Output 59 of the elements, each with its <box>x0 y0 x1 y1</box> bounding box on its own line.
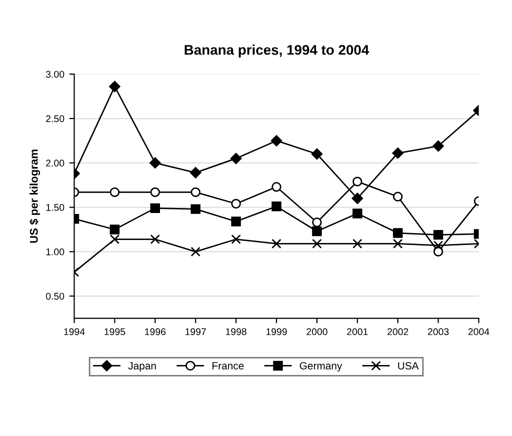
y-tick-label: 1.50 <box>46 204 64 211</box>
x-tick-label: 2002 <box>388 328 408 336</box>
point <box>433 230 444 240</box>
point <box>190 204 200 214</box>
x-tick-label: 2004 <box>468 328 490 336</box>
x-tick-label: 1999 <box>266 328 287 336</box>
point <box>272 202 282 212</box>
x-tick-label: 1998 <box>226 328 246 336</box>
x-tick-label: 2000 <box>306 328 328 336</box>
point <box>270 135 282 146</box>
point <box>352 238 362 249</box>
x-tick-label: 1994 <box>64 328 85 336</box>
x-tick-label: 1997 <box>186 328 206 336</box>
x-tick-label: 2001 <box>347 328 368 336</box>
point <box>110 187 120 198</box>
chart-title: Banana prices, 1994 to 2004 <box>184 44 370 58</box>
point <box>231 216 241 226</box>
point <box>190 167 202 178</box>
legend-label: Germany <box>300 362 342 372</box>
legend-label: France <box>212 362 244 370</box>
point <box>272 182 282 192</box>
point <box>432 140 444 152</box>
point <box>230 152 242 164</box>
legend-label: USA <box>398 362 419 370</box>
point <box>150 203 160 214</box>
point <box>312 226 322 236</box>
point <box>272 238 282 249</box>
point <box>312 238 322 249</box>
point <box>150 157 161 169</box>
point <box>231 198 241 209</box>
point <box>150 234 160 244</box>
point <box>231 234 241 244</box>
x-tick-label: 2003 <box>428 328 449 336</box>
point <box>311 148 323 160</box>
y-axis-title: US $ per kilogram <box>29 150 40 243</box>
point <box>190 246 200 257</box>
y-tick-label: 3.00 <box>46 70 64 78</box>
point <box>433 240 444 250</box>
point <box>352 192 363 204</box>
point <box>190 187 200 198</box>
point <box>392 228 403 238</box>
point <box>110 234 120 244</box>
y-tick-label: 0.50 <box>46 292 64 300</box>
y-tick-label: 1.00 <box>46 248 64 256</box>
point <box>392 238 403 249</box>
x-tick-label: 1995 <box>104 328 126 336</box>
point <box>392 192 403 202</box>
point <box>433 246 444 257</box>
point <box>109 80 120 92</box>
point <box>312 218 322 228</box>
point <box>352 208 362 218</box>
y-tick-label: 2.00 <box>46 160 64 167</box>
point <box>392 148 404 159</box>
x-tick-label: 1996 <box>145 328 166 336</box>
point <box>150 187 160 198</box>
point <box>110 224 120 234</box>
point <box>352 176 362 186</box>
legend-label: Japan <box>128 362 156 372</box>
y-tick-label: 2.50 <box>46 115 64 122</box>
